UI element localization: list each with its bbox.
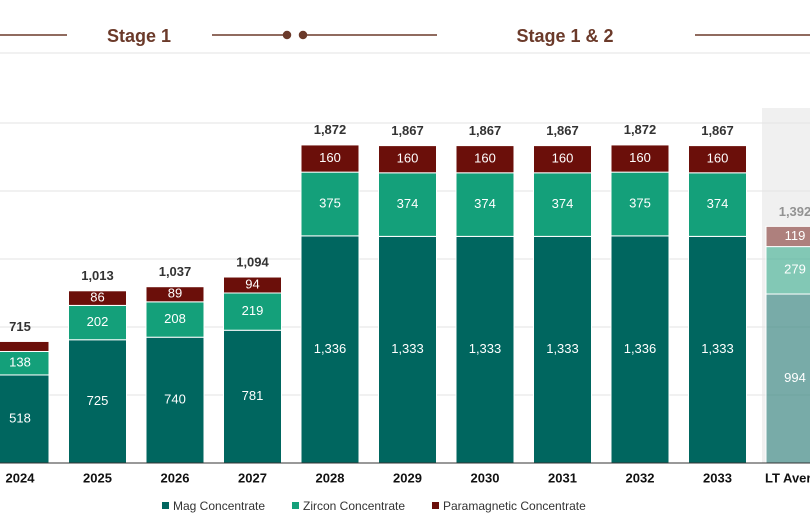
bar-segment xyxy=(223,276,282,294)
bar-segment xyxy=(145,336,205,464)
value-label: 208 xyxy=(164,311,186,326)
x-tick-label: 2032 xyxy=(626,470,655,485)
bar-segment xyxy=(765,225,810,248)
value-label: 374 xyxy=(397,196,419,211)
value-label: 518 xyxy=(9,410,31,425)
bar-segment xyxy=(378,145,437,174)
value-label: 160 xyxy=(629,150,651,165)
value-label: 119 xyxy=(785,228,806,243)
bar-segment xyxy=(533,172,592,237)
value-label: 86 xyxy=(90,290,104,305)
value-label: 781 xyxy=(242,388,264,403)
value-label: 725 xyxy=(87,393,109,408)
bar-segment xyxy=(145,301,205,338)
total-label: 1,872 xyxy=(624,122,657,137)
x-tick-label: 2024 xyxy=(6,470,36,485)
legend-label: Zircon Concentrate xyxy=(303,499,405,513)
legend-swatch xyxy=(292,502,299,509)
value-label: 202 xyxy=(87,314,109,329)
stage-dividers xyxy=(0,30,810,40)
bar-segment xyxy=(455,235,515,464)
value-label: 374 xyxy=(474,196,496,211)
bar-segment xyxy=(610,235,670,464)
value-label: 89 xyxy=(168,286,182,301)
value-label: 374 xyxy=(707,196,729,211)
bar-segment xyxy=(688,235,747,464)
value-label: 1,333 xyxy=(469,341,502,356)
value-label: 994 xyxy=(784,370,806,385)
bar-segment xyxy=(68,339,127,464)
x-tick-label: 2030 xyxy=(471,470,500,485)
bar-segment xyxy=(223,329,282,464)
bar-segment xyxy=(688,145,747,174)
value-label: 94 xyxy=(245,276,259,291)
total-label: 1,867 xyxy=(469,123,502,138)
total-label: 1,872 xyxy=(314,122,347,137)
x-tick-label: 2025 xyxy=(83,470,112,485)
value-label: 374 xyxy=(552,196,574,211)
bar-segment xyxy=(455,145,515,174)
x-tick-label: 2031 xyxy=(548,470,577,485)
value-label: 219 xyxy=(242,303,264,318)
value-label: 138 xyxy=(9,355,31,370)
total-label: 715 xyxy=(9,319,31,334)
bar-segment xyxy=(0,340,50,352)
total-label: 1,013 xyxy=(81,268,114,283)
value-label: 160 xyxy=(319,150,341,165)
total-label: 1,392 xyxy=(779,204,810,219)
value-label: 375 xyxy=(319,195,341,210)
bar-segment xyxy=(223,292,282,331)
total-label: 1,867 xyxy=(546,123,579,138)
value-label: 160 xyxy=(474,151,496,166)
value-label: 740 xyxy=(164,392,186,407)
bar-segment xyxy=(610,171,670,237)
x-tick-label: 2033 xyxy=(703,470,732,485)
bar-segment xyxy=(533,145,592,174)
bar-segment xyxy=(68,304,127,341)
x-tick-label: 2026 xyxy=(161,470,190,485)
x-tick-label: 2027 xyxy=(238,470,267,485)
bar-segment xyxy=(300,235,360,464)
value-label: 1,333 xyxy=(546,341,579,356)
total-label: 1,094 xyxy=(236,254,269,269)
value-label: 1,333 xyxy=(701,341,734,356)
stage-label: Stage 1 & 2 xyxy=(516,26,613,46)
legend-label: Paramagnetic Concentrate xyxy=(443,499,586,513)
total-label: 1,037 xyxy=(159,264,192,279)
value-label: 160 xyxy=(552,151,574,166)
bar-segment xyxy=(533,235,592,464)
value-label: 375 xyxy=(629,195,651,210)
bar-segment xyxy=(300,171,360,237)
total-label: 1,867 xyxy=(701,123,734,138)
bar-segment xyxy=(378,172,437,237)
value-label: 160 xyxy=(397,151,419,166)
bar-segment xyxy=(145,286,205,303)
value-label: 1,336 xyxy=(624,341,657,356)
total-label: 1,867 xyxy=(391,123,424,138)
x-tick-label: LT Average xyxy=(765,470,810,485)
bar-segment xyxy=(378,235,437,464)
bar-segment xyxy=(68,290,127,306)
value-label: 279 xyxy=(784,262,806,277)
value-label: 160 xyxy=(707,151,729,166)
value-label: 1,333 xyxy=(391,341,424,356)
stage-label: Stage 1 xyxy=(107,26,171,46)
bar-segment xyxy=(300,144,360,173)
bar-segment xyxy=(610,144,670,173)
legend-label: Mag Concentrate xyxy=(173,499,265,513)
x-tick-label: 2028 xyxy=(316,470,345,485)
value-label: 1,336 xyxy=(314,341,347,356)
legend-swatch xyxy=(162,502,169,509)
x-tick-label: 2029 xyxy=(393,470,422,485)
legend-swatch xyxy=(432,502,439,509)
